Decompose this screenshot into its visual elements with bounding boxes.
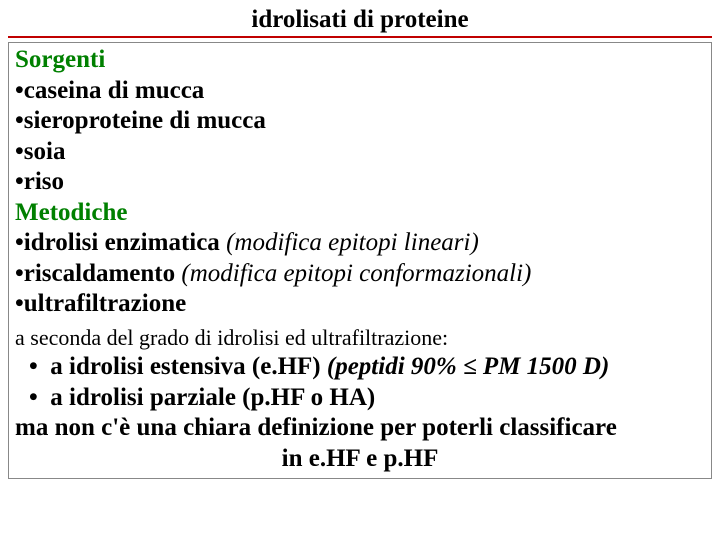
list2-item: • a idrolisi parziale (p.HF o HA)	[15, 383, 705, 414]
metodiche-note: (modifica epitopi lineari)	[226, 229, 479, 256]
slide: idrolisati di proteine Sorgenti •caseina…	[0, 0, 720, 540]
bullet-icon: •	[15, 107, 24, 134]
subline: a seconda del grado di idrolisi ed ultra…	[15, 324, 705, 353]
list2-item: • a idrolisi estensiva (e.HF) (peptidi 9…	[15, 352, 705, 383]
metodiche-item: •ultrafiltrazione	[15, 289, 705, 320]
metodiche-text: riscaldamento	[24, 260, 175, 287]
bullet-icon: •	[15, 290, 24, 317]
bullet-icon: •	[29, 353, 38, 380]
sorgenti-text: soia	[24, 138, 66, 165]
sorgenti-text: riso	[24, 168, 64, 195]
final-line-2: in e.HF e p.HF	[15, 444, 705, 475]
sorgenti-item: •riso	[15, 167, 705, 198]
bullet-icon: •	[15, 77, 24, 104]
list2-label: a idrolisi estensiva (e.HF)	[50, 353, 320, 380]
metodiche-item: •idrolisi enzimatica (modifica epitopi l…	[15, 228, 705, 259]
bullet-icon: •	[15, 260, 24, 287]
sorgenti-item: •caseina di mucca	[15, 76, 705, 107]
list2-note: (peptidi 90% ≤ PM 1500 D)	[327, 353, 609, 380]
slide-title: idrolisati di proteine	[8, 6, 712, 38]
sorgenti-item: •soia	[15, 137, 705, 168]
sorgenti-text: sieroproteine di mucca	[24, 107, 266, 134]
final-line-1: ma non c'è una chiara definizione per po…	[15, 413, 705, 444]
metodiche-text: idrolisi enzimatica	[24, 229, 220, 256]
bullet-icon: •	[15, 168, 24, 195]
bullet-icon: •	[29, 384, 38, 411]
metodiche-item: •riscaldamento (modifica epitopi conform…	[15, 259, 705, 290]
content-box: Sorgenti •caseina di mucca •sieroprotein…	[8, 42, 712, 479]
heading-metodiche: Metodiche	[15, 198, 705, 229]
sorgenti-item: •sieroproteine di mucca	[15, 106, 705, 137]
list2-label: a idrolisi parziale (p.HF o HA)	[50, 384, 375, 411]
bullet-icon: •	[15, 229, 24, 256]
bullet-icon: •	[15, 138, 24, 165]
heading-sorgenti: Sorgenti	[15, 45, 705, 76]
metodiche-note: (modifica epitopi conformazionali)	[181, 260, 531, 287]
metodiche-text: ultrafiltrazione	[24, 290, 186, 317]
sorgenti-text: caseina di mucca	[24, 77, 205, 104]
